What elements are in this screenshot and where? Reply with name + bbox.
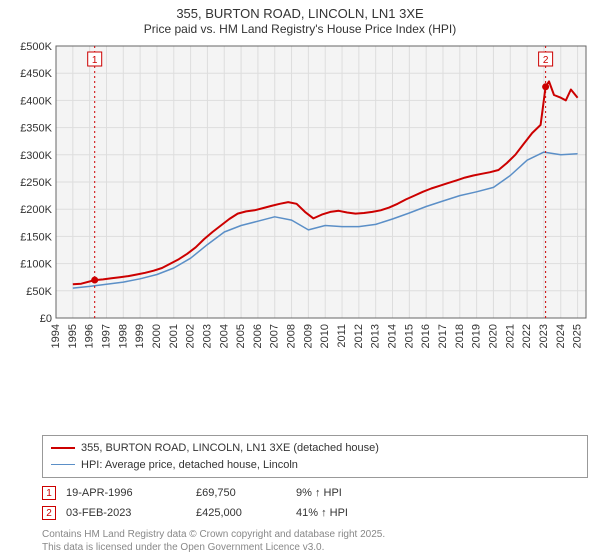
svg-text:2000: 2000 [151,324,163,348]
legend-label-hpi: HPI: Average price, detached house, Linc… [81,457,298,474]
svg-text:£450K: £450K [20,68,52,80]
svg-text:2023: 2023 [538,324,550,348]
sale-marker-icon: 1 [42,486,56,500]
svg-text:1999: 1999 [134,324,146,348]
svg-text:2024: 2024 [555,324,567,348]
svg-text:£300K: £300K [20,150,52,162]
svg-text:2010: 2010 [319,324,331,348]
svg-text:2019: 2019 [471,324,483,348]
title-subtitle: Price paid vs. HM Land Registry's House … [0,22,600,36]
svg-text:2009: 2009 [302,324,314,348]
sale-price: £69,750 [196,487,286,499]
svg-text:2022: 2022 [521,324,533,348]
svg-text:£250K: £250K [20,177,52,189]
svg-text:2020: 2020 [487,324,499,348]
legend-row-hpi: HPI: Average price, detached house, Linc… [51,457,579,474]
sale-date: 19-APR-1996 [66,487,186,499]
legend-swatch-price-paid [51,447,75,449]
attribution: Contains HM Land Registry data © Crown c… [42,528,588,554]
svg-text:2002: 2002 [185,324,197,348]
svg-text:£50K: £50K [26,286,52,298]
legend-row-price-paid: 355, BURTON ROAD, LINCOLN, LN1 3XE (deta… [51,440,579,457]
title-block: 355, BURTON ROAD, LINCOLN, LN1 3XE Price… [0,0,600,38]
sales-row: 1 19-APR-1996 £69,750 9% ↑ HPI [42,486,588,500]
svg-text:2003: 2003 [201,324,213,348]
svg-text:1994: 1994 [50,324,62,348]
svg-text:£200K: £200K [20,204,52,216]
svg-text:£350K: £350K [20,123,52,135]
sale-marker-icon: 2 [42,506,56,520]
svg-text:£100K: £100K [20,259,52,271]
svg-text:2014: 2014 [387,324,399,348]
svg-text:£150K: £150K [20,231,52,243]
svg-text:1: 1 [92,55,98,66]
svg-text:2025: 2025 [572,324,584,348]
svg-text:£400K: £400K [20,95,52,107]
svg-text:2012: 2012 [353,324,365,348]
svg-text:2006: 2006 [252,324,264,348]
sale-delta: 41% ↑ HPI [296,507,396,519]
svg-text:2: 2 [543,55,549,66]
title-address: 355, BURTON ROAD, LINCOLN, LN1 3XE [0,6,600,21]
svg-text:2008: 2008 [286,324,298,348]
legend-swatch-hpi [51,464,75,465]
svg-text:2011: 2011 [336,324,348,348]
legend: 355, BURTON ROAD, LINCOLN, LN1 3XE (deta… [42,435,588,478]
sale-price: £425,000 [196,507,286,519]
sale-delta: 9% ↑ HPI [296,487,396,499]
svg-text:£0: £0 [40,313,52,325]
svg-text:2017: 2017 [437,324,449,348]
svg-text:1998: 1998 [117,324,129,348]
svg-text:2004: 2004 [218,324,230,348]
svg-text:2013: 2013 [370,324,382,348]
attribution-line2: This data is licensed under the Open Gov… [42,541,588,554]
svg-text:2007: 2007 [269,324,281,348]
svg-text:£500K: £500K [20,41,52,53]
svg-text:2001: 2001 [168,324,180,348]
svg-text:2005: 2005 [235,324,247,348]
legend-label-price-paid: 355, BURTON ROAD, LINCOLN, LN1 3XE (deta… [81,440,379,457]
svg-text:1996: 1996 [84,324,96,348]
sales-row: 2 03-FEB-2023 £425,000 41% ↑ HPI [42,506,588,520]
svg-text:2016: 2016 [420,324,432,348]
sale-date: 03-FEB-2023 [66,507,186,519]
chart-svg: £0 £50K £100K £150K £200K £250K £300K £350K £400… [10,38,590,368]
sales-table: 1 19-APR-1996 £69,750 9% ↑ HPI 2 03-FEB-2023 £… [0,480,600,520]
svg-text:2015: 2015 [403,324,415,348]
svg-text:1997: 1997 [100,324,112,348]
chart-area: £0 £50K £100K £150K £200K £250K £300K £350K £400… [0,38,600,431]
attribution-line1: Contains HM Land Registry data © Crown c… [42,528,588,541]
svg-text:2021: 2021 [504,324,516,348]
svg-text:1995: 1995 [67,324,79,348]
svg-text:2018: 2018 [454,324,466,348]
